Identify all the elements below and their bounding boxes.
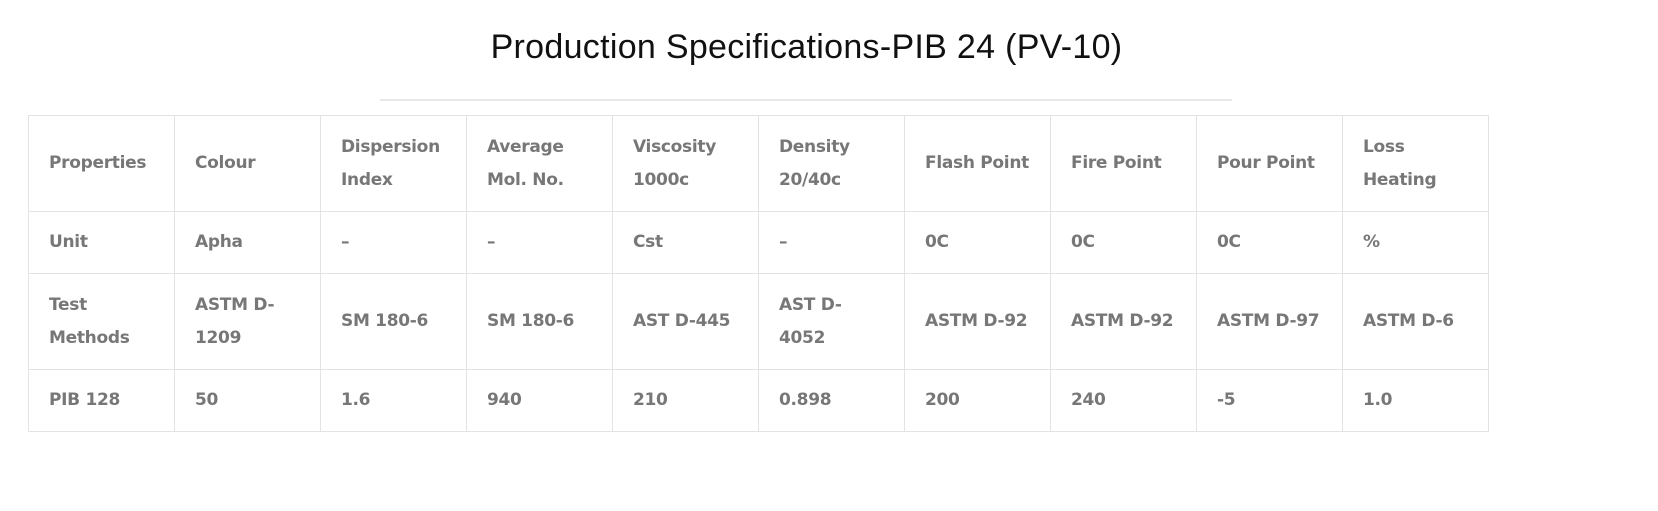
table-cell: 210 — [612, 369, 759, 432]
table-cell: SM 180-6 — [320, 273, 467, 370]
page-title: Production Specifications-PIB 24 (PV-10) — [490, 28, 1123, 66]
table-cell: % — [1342, 211, 1489, 274]
column-header: Properties — [28, 115, 175, 212]
table-cell: – — [466, 211, 613, 274]
table-cell: AST D-4052 — [758, 273, 905, 370]
table-cell: – — [320, 211, 467, 274]
specifications-table: Properties Colour Dispersion Index Average … — [28, 115, 1489, 432]
pib-128-row: PIB 128 50 1.6 940 210 0.898 200 240 -5 1.0 — [28, 369, 1489, 432]
table-cell: 1.0 — [1342, 369, 1489, 432]
table-cell: Cst — [612, 211, 759, 274]
column-header: Colour — [174, 115, 321, 212]
table-cell: 0C — [904, 211, 1051, 274]
column-header: Pour Point — [1196, 115, 1343, 212]
table-cell: 0.898 — [758, 369, 905, 432]
column-header: Loss Heating — [1342, 115, 1489, 212]
table-cell: – — [758, 211, 905, 274]
column-header: Flash Point — [904, 115, 1051, 212]
column-header: Viscosity 1000c — [612, 115, 759, 212]
table-cell: SM 180-6 — [466, 273, 613, 370]
table-cell: PIB 128 — [28, 369, 175, 432]
table-cell: Unit — [28, 211, 175, 274]
table-cell: -5 — [1196, 369, 1343, 432]
table-cell: ASTM D-92 — [904, 273, 1051, 370]
table-cell: 50 — [174, 369, 321, 432]
table-cell: 940 — [466, 369, 613, 432]
table-cell: AST D-445 — [612, 273, 759, 370]
table-cell: Apha — [174, 211, 321, 274]
column-header: Density 20/40c — [758, 115, 905, 212]
column-header: Fire Point — [1050, 115, 1197, 212]
table-cell: ASTM D-97 — [1196, 273, 1343, 370]
column-header: Dispersion Index — [320, 115, 467, 212]
table-cell: Test Methods — [28, 273, 175, 370]
table-cell: ASTM D-6 — [1342, 273, 1489, 370]
unit-row: Unit Apha – – Cst –0C 0C 0C% — [28, 211, 1489, 274]
column-header: Average Mol. No. — [466, 115, 613, 212]
table-cell: 0C — [1050, 211, 1197, 274]
table-cell: ASTM D-92 — [1050, 273, 1197, 370]
title-divider — [380, 99, 1232, 101]
table-cell: 1.6 — [320, 369, 467, 432]
table-cell: 0C — [1196, 211, 1343, 274]
table-cell: 200 — [904, 369, 1051, 432]
header-row: Properties Colour Dispersion Index Average … — [28, 115, 1489, 212]
table-cell: ASTM D-1209 — [174, 273, 321, 370]
table-cell: 240 — [1050, 369, 1197, 432]
test-methods-row: Test Methods ASTM D-1209 SM 180-6 SM 180-6 A… — [28, 273, 1489, 370]
